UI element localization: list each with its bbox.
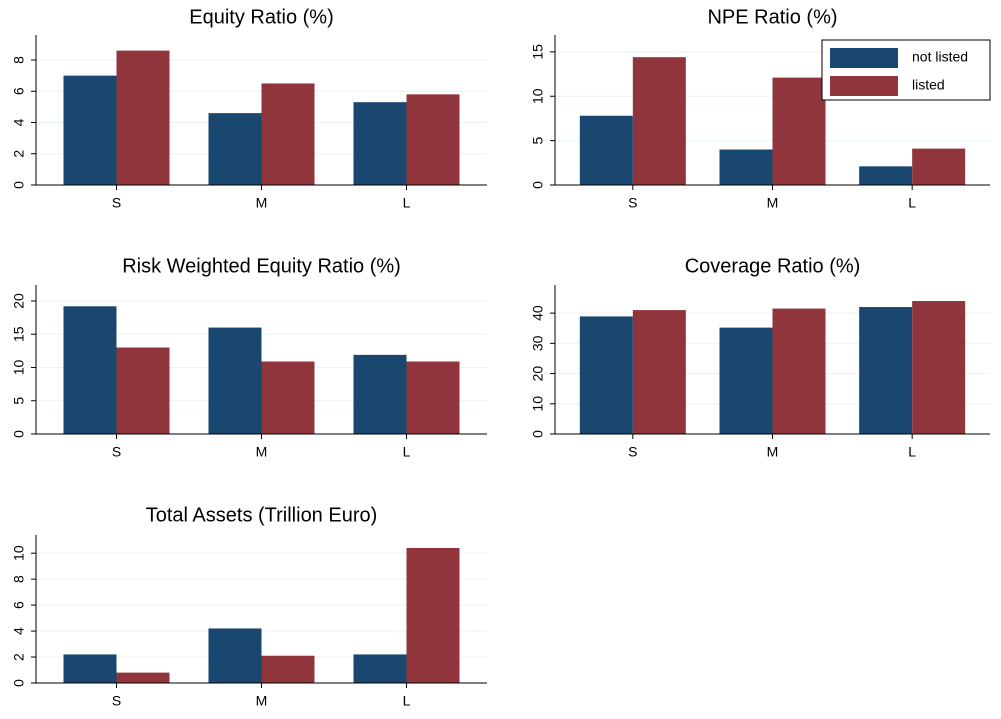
y-tick-label: 15 <box>530 44 546 60</box>
y-tick-label: 0 <box>11 181 27 189</box>
bar <box>116 347 170 434</box>
legend-label: listed <box>912 77 945 93</box>
legend-swatch <box>830 48 898 68</box>
legend-label: not listed <box>912 49 968 65</box>
x-tick-label: S <box>112 444 121 460</box>
bar <box>859 307 913 434</box>
y-tick-label: 10 <box>11 545 27 561</box>
bar <box>208 327 262 434</box>
y-tick-label: 15 <box>11 326 27 342</box>
y-tick-label: 0 <box>11 679 27 687</box>
bar <box>208 113 262 185</box>
chart-title: NPE Ratio (%) <box>707 6 837 28</box>
x-tick-label: L <box>908 195 916 211</box>
y-tick-label: 20 <box>11 293 27 309</box>
x-tick-label: M <box>256 195 268 211</box>
bar <box>261 83 315 185</box>
x-tick-label: S <box>628 444 637 460</box>
bar <box>261 655 315 683</box>
y-tick-label: 8 <box>11 56 27 64</box>
bar <box>406 94 460 185</box>
subplot: Total Assets (Trillion Euro) 0 2 4 6 8 10 S M L <box>11 504 487 709</box>
bar <box>116 672 170 683</box>
bar <box>406 547 460 683</box>
bar <box>719 149 773 185</box>
chart-title: Coverage Ratio (%) <box>685 255 861 277</box>
bar <box>859 166 913 185</box>
x-tick-label: S <box>628 195 637 211</box>
y-tick-label: 10 <box>11 359 27 375</box>
chart-title: Equity Ratio (%) <box>189 6 334 28</box>
y-tick-label: 2 <box>11 150 27 158</box>
chart-title: Total Assets (Trillion Euro) <box>146 504 378 526</box>
bar <box>912 301 966 434</box>
x-tick-label: M <box>256 444 268 460</box>
bar <box>632 57 686 186</box>
bar <box>116 50 170 185</box>
y-tick-label: 6 <box>11 87 27 95</box>
bar <box>406 361 460 434</box>
bar <box>353 102 407 185</box>
y-tick-label: 5 <box>11 397 27 405</box>
x-tick-label: M <box>767 444 779 460</box>
bar <box>63 75 117 185</box>
y-tick-label: 0 <box>11 430 27 438</box>
legend-swatch <box>830 76 898 96</box>
x-tick-label: L <box>403 444 411 460</box>
bar <box>772 308 826 434</box>
y-tick-label: 10 <box>530 396 546 412</box>
x-tick-label: L <box>908 444 916 460</box>
y-tick-label: 4 <box>11 118 27 126</box>
x-tick-label: S <box>112 693 121 709</box>
subplot: Equity Ratio (%) 0 2 4 6 8 S M L <box>11 6 487 211</box>
y-tick-label: 6 <box>11 601 27 609</box>
bar <box>353 354 407 434</box>
bar <box>579 115 633 185</box>
bar <box>632 310 686 434</box>
y-tick-label: 30 <box>530 335 546 351</box>
y-tick-label: 10 <box>530 88 546 104</box>
subplot: Coverage Ratio (%) 0 10 20 30 40 S M L <box>530 255 990 460</box>
bar <box>261 361 315 434</box>
x-tick-label: M <box>767 195 779 211</box>
y-tick-label: 2 <box>11 653 27 661</box>
x-tick-label: L <box>403 693 411 709</box>
bar <box>772 77 826 185</box>
y-tick-label: 0 <box>530 430 546 438</box>
x-tick-label: L <box>403 195 411 211</box>
x-tick-label: S <box>112 195 121 211</box>
y-tick-label: 20 <box>530 366 546 382</box>
bar <box>579 316 633 434</box>
bar <box>208 628 262 683</box>
chart-title: Risk Weighted Equity Ratio (%) <box>122 255 401 277</box>
bar <box>912 148 966 185</box>
x-tick-label: M <box>256 693 268 709</box>
bar <box>353 654 407 683</box>
y-tick-label: 40 <box>530 305 546 321</box>
y-tick-label: 5 <box>530 137 546 145</box>
bar <box>63 654 117 683</box>
bar <box>719 327 773 434</box>
legend: not listed listed <box>821 39 991 101</box>
y-tick-label: 4 <box>11 627 27 635</box>
subplot: Risk Weighted Equity Ratio (%) 0 5 10 15 20 S M… <box>11 255 487 460</box>
y-tick-label: 8 <box>11 575 27 583</box>
bar <box>63 306 117 434</box>
y-tick-label: 0 <box>530 181 546 189</box>
